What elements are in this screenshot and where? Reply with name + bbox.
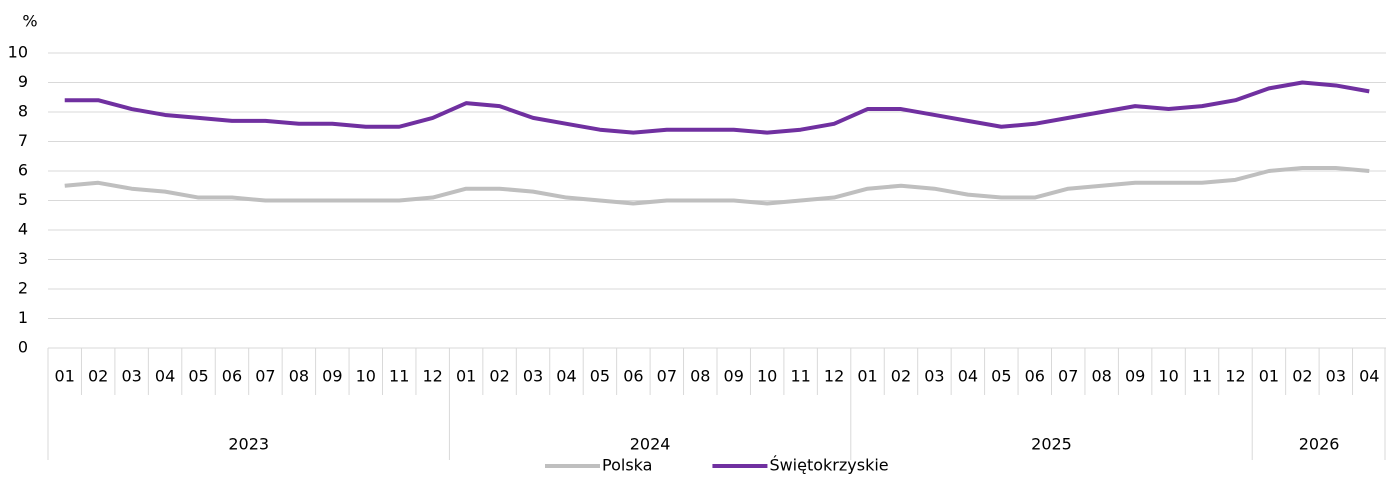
x-tick-label: 05 (991, 367, 1011, 386)
x-tick-label: 04 (155, 367, 175, 386)
x-tick-label: 10 (757, 367, 777, 386)
x-tick-label: 03 (924, 367, 944, 386)
y-tick-label: 10 (8, 43, 28, 62)
x-tick-label: 01 (55, 367, 75, 386)
x-tick-label: 07 (255, 367, 275, 386)
x-tick-label: 11 (1192, 367, 1212, 386)
x-tick-label: 09 (322, 367, 342, 386)
x-tick-label: 09 (724, 367, 744, 386)
y-tick-label: 9 (18, 72, 28, 91)
y-tick-label: 6 (18, 161, 28, 180)
y-tick-label: 3 (18, 249, 28, 268)
series-line (64, 80, 1370, 135)
year-label: 2023 (228, 435, 269, 454)
x-tick-label: 04 (1359, 367, 1379, 386)
x-tick-label: 08 (289, 367, 309, 386)
x-tick-label: 01 (456, 367, 476, 386)
year-label: 2026 (1299, 435, 1340, 454)
x-tick-label: 11 (790, 367, 810, 386)
series-line (64, 166, 1370, 206)
y-tick-label: 2 (18, 279, 28, 298)
x-tick-label: 05 (590, 367, 610, 386)
x-tick-label: 08 (1091, 367, 1111, 386)
y-tick-label: 4 (18, 220, 28, 239)
y-axis-label: % (22, 12, 37, 31)
x-tick-label: 03 (121, 367, 141, 386)
x-tick-label: 08 (690, 367, 710, 386)
legend-label: Polska (602, 456, 652, 475)
x-tick-label: 07 (1058, 367, 1078, 386)
y-tick-label: 8 (18, 102, 28, 121)
x-tick-label: 12 (422, 367, 442, 386)
x-tick-label: 06 (623, 367, 643, 386)
x-tick-label: 06 (222, 367, 242, 386)
legend-label: Świętokrzyskie (769, 456, 888, 475)
x-tick-label: 02 (1292, 367, 1312, 386)
x-tick-label: 05 (188, 367, 208, 386)
x-tick-label: 04 (958, 367, 978, 386)
x-tick-label: 10 (1158, 367, 1178, 386)
x-tick-label: 01 (1259, 367, 1279, 386)
y-tick-label: 7 (18, 131, 28, 150)
x-tick-label: 10 (356, 367, 376, 386)
year-label: 2024 (630, 435, 671, 454)
x-tick-label: 03 (523, 367, 543, 386)
y-tick-label: 5 (18, 190, 28, 209)
y-tick-label: 1 (18, 308, 28, 327)
x-tick-label: 02 (891, 367, 911, 386)
x-tick-label: 04 (556, 367, 576, 386)
year-label: 2025 (1031, 435, 1072, 454)
x-tick-label: 11 (389, 367, 409, 386)
x-tick-label: 09 (1125, 367, 1145, 386)
x-tick-label: 06 (1025, 367, 1045, 386)
x-tick-label: 02 (489, 367, 509, 386)
y-tick-label: 0 (18, 338, 28, 357)
x-tick-label: 07 (657, 367, 677, 386)
x-tick-label: 03 (1326, 367, 1346, 386)
x-tick-label: 01 (857, 367, 877, 386)
x-tick-label: 12 (824, 367, 844, 386)
x-tick-label: 02 (88, 367, 108, 386)
x-tick-label: 12 (1225, 367, 1245, 386)
